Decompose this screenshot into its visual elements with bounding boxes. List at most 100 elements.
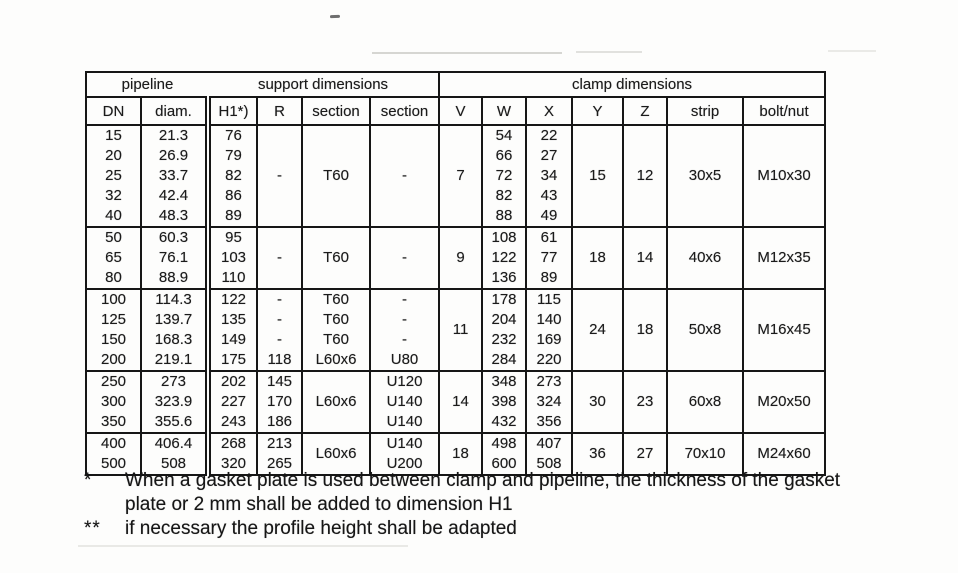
cell-bolt_nut: M10x30 bbox=[742, 124, 826, 227]
cell-dn: 25 bbox=[105, 167, 122, 184]
cell-x: 273 bbox=[525, 370, 573, 392]
cell-v: 18 bbox=[438, 432, 483, 475]
table-row: 200 219.1 175 118 L60x6 U80 284 220 bbox=[86, 350, 825, 371]
cell-diam: 76.1 bbox=[140, 248, 208, 268]
cell-r: 170 bbox=[256, 392, 302, 412]
cell-x: 356 bbox=[525, 412, 573, 433]
table-group: 250 273 202 145 L60x6 U120 14 348 273 30 23 60x8 M20… bbox=[86, 370, 826, 433]
cell-dn: 80 bbox=[105, 269, 122, 286]
footnote-line: if necessary the profile height shall be… bbox=[125, 518, 517, 539]
cell-x: 169 bbox=[525, 330, 573, 350]
table-row: 100 114.3 122- T60-11 178 115 24 18 50x8 M16x45 bbox=[86, 288, 826, 371]
scan-artifact bbox=[372, 52, 562, 54]
cell-dn: 15 bbox=[86, 124, 141, 146]
column-header-section: section bbox=[301, 96, 370, 125]
cell-r: 118 bbox=[256, 350, 302, 371]
cell-r: 213 bbox=[256, 432, 302, 454]
cell-diam: 33.7 bbox=[140, 166, 208, 186]
cell-diam: 26.9 bbox=[140, 146, 208, 166]
cell-section1: T60 bbox=[301, 124, 370, 227]
cell-y: 18 bbox=[571, 226, 624, 289]
cell-dn: 32 bbox=[105, 187, 122, 204]
cell-w: 108 bbox=[481, 226, 527, 248]
cell-diam: 114.3 bbox=[140, 288, 208, 310]
footnote-line: plate or 2 mm shall be added to dimensio… bbox=[125, 494, 513, 515]
cell-h1: 76 bbox=[205, 124, 257, 146]
cell-r: - bbox=[256, 330, 302, 350]
cell-bolt_nut: M16x45 bbox=[742, 288, 826, 371]
cell-h1: 227 bbox=[205, 392, 257, 412]
table-row: 125 139.7 135- T60-204 140 bbox=[86, 310, 825, 330]
cell-diam: 273 bbox=[140, 370, 208, 392]
cell-dn: 50 bbox=[86, 226, 141, 248]
cell-strip: 30x5 bbox=[666, 124, 744, 227]
cell-dn: 125 bbox=[100, 311, 127, 328]
cell-h1: 82 bbox=[205, 166, 257, 186]
table-row: 15 21.3 76- T60-7 54 22 15 12 30x5 M10x30 bbox=[86, 124, 826, 227]
cell-diam: 406.4 bbox=[140, 432, 208, 454]
cell-w: 498 bbox=[481, 432, 527, 454]
cell-dn: 250 bbox=[86, 370, 141, 392]
cell-diam: 48.3 bbox=[140, 206, 208, 227]
cell-section2: - bbox=[368, 124, 440, 227]
table-row: 20 26.9 79 66 27 bbox=[86, 146, 825, 166]
column-header-r: R bbox=[256, 96, 302, 125]
cell-x: 77 bbox=[525, 248, 573, 268]
footnote-marker: * bbox=[84, 470, 93, 491]
cell-y: 30 bbox=[571, 370, 624, 433]
footnote: ** if necessary the profile height shall… bbox=[84, 517, 894, 541]
cell-x: 43 bbox=[525, 186, 573, 206]
cell-h1: 86 bbox=[205, 186, 257, 206]
cell-w: 66 bbox=[481, 146, 527, 166]
cell-dn: 400 bbox=[86, 432, 141, 454]
cell-h1: 149 bbox=[205, 330, 257, 350]
cell-w: 204 bbox=[481, 310, 527, 330]
cell-section1: L60x6 bbox=[301, 432, 370, 475]
cell-dn: 350 bbox=[100, 413, 127, 430]
footnote-marker: ** bbox=[84, 518, 101, 539]
cell-w: 136 bbox=[481, 268, 527, 289]
table-row: 350 355.6 243 186 U140 432 356 bbox=[86, 412, 825, 433]
column-header-dn: DN bbox=[86, 96, 141, 125]
cell-h1: 79 bbox=[205, 146, 257, 166]
column-header-x: X bbox=[525, 96, 573, 125]
table-group: 100 114.3 122- T60-11 178 115 24 18 50x8 M16x45 12… bbox=[86, 288, 826, 371]
column-header-z: Z bbox=[622, 96, 668, 125]
cell-x: 407 bbox=[525, 432, 573, 454]
scan-artifact bbox=[576, 51, 642, 53]
cell-h1: 95 bbox=[205, 226, 257, 248]
cell-r: 145 bbox=[256, 370, 302, 392]
cell-diam: 168.3 bbox=[140, 330, 208, 350]
cell-dn: 150 bbox=[100, 331, 127, 348]
cell-z: 18 bbox=[622, 288, 668, 371]
table-row: 32 42.4 86 82 43 bbox=[86, 186, 825, 206]
cell-diam: 219.1 bbox=[140, 350, 208, 371]
cell-w: 178 bbox=[481, 288, 527, 310]
table-row: 150 168.3 149- T60-232 169 bbox=[86, 330, 825, 350]
cell-section2: U200 bbox=[368, 454, 440, 475]
cell-section2: - bbox=[368, 226, 440, 289]
header-group-support-dimensions: support dimensions bbox=[257, 76, 389, 93]
cell-y: 24 bbox=[571, 288, 624, 371]
cell-r: - bbox=[256, 288, 302, 310]
cell-section2: U80 bbox=[368, 350, 440, 371]
table-row: 300 323.9 227 170 U140 398 324 bbox=[86, 392, 825, 412]
cell-diam: 60.3 bbox=[140, 226, 208, 248]
scan-artifact bbox=[828, 50, 876, 52]
column-header-y: Y bbox=[571, 96, 624, 125]
cell-section2: - bbox=[368, 288, 440, 310]
cell-w: 122 bbox=[481, 248, 527, 268]
cell-w: 432 bbox=[481, 412, 527, 433]
cell-diam: 88.9 bbox=[140, 268, 208, 289]
cell-diam: 355.6 bbox=[140, 412, 208, 433]
table-group: 400 406.4 268 213 L60x6 U140 18 498 407 36 27 70x10… bbox=[86, 432, 826, 475]
cell-dn: 20 bbox=[105, 147, 122, 164]
column-header-diam: diam. bbox=[140, 96, 208, 125]
cell-z: 27 bbox=[622, 432, 668, 475]
cell-h1: 202 bbox=[205, 370, 257, 392]
cell-h1: 175 bbox=[205, 350, 257, 371]
cell-bolt_nut: M24x60 bbox=[742, 432, 826, 475]
cell-h1: 110 bbox=[205, 268, 257, 289]
cell-dn: 65 bbox=[105, 249, 122, 266]
cell-x: 140 bbox=[525, 310, 573, 330]
